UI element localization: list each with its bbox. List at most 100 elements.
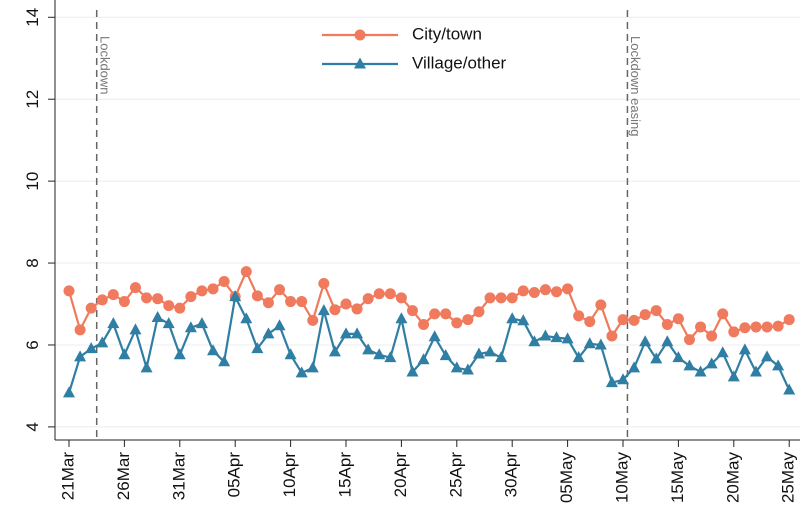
- data-point: [118, 296, 130, 308]
- legend-marker: [354, 57, 366, 69]
- x-tick-label: 20Apr: [391, 452, 410, 498]
- data-point: [506, 312, 519, 324]
- data-point: [184, 321, 197, 333]
- data-point: [74, 324, 86, 336]
- legend-label: Village/other: [412, 53, 507, 72]
- x-tick-label: 05May: [557, 452, 576, 504]
- data-point: [417, 353, 430, 365]
- data-point: [783, 383, 796, 395]
- data-point: [174, 302, 186, 314]
- data-point: [418, 318, 430, 330]
- x-tick-label: 05Apr: [225, 452, 244, 498]
- data-point: [495, 351, 508, 363]
- data-point: [727, 370, 740, 382]
- data-point: [229, 290, 242, 302]
- data-point: [163, 300, 175, 312]
- data-point: [528, 335, 541, 347]
- data-point: [461, 363, 474, 375]
- data-point: [583, 337, 596, 349]
- data-point: [451, 317, 463, 329]
- data-point: [151, 311, 164, 323]
- data-point: [207, 344, 220, 356]
- data-point: [528, 287, 540, 299]
- data-point: [561, 332, 574, 344]
- data-point: [107, 289, 119, 301]
- data-point: [406, 365, 419, 377]
- data-point: [262, 297, 274, 309]
- data-point: [218, 355, 231, 367]
- data-point: [683, 359, 696, 371]
- x-tick-label: 10May: [612, 452, 631, 504]
- data-point: [628, 361, 641, 373]
- data-point: [472, 347, 485, 359]
- data-point: [484, 345, 497, 357]
- data-point: [462, 314, 474, 326]
- y-tick-label: 14: [23, 8, 42, 27]
- data-point: [440, 308, 452, 320]
- data-point: [340, 298, 352, 310]
- data-point: [695, 321, 707, 333]
- y-tick-label: 10: [23, 172, 42, 191]
- data-point: [251, 290, 263, 302]
- data-point: [650, 305, 662, 317]
- data-point: [74, 350, 87, 362]
- data-point: [761, 321, 773, 333]
- data-point: [650, 352, 663, 364]
- data-point: [495, 292, 507, 304]
- data-point: [185, 291, 197, 303]
- data-point: [683, 334, 695, 346]
- data-point: [384, 288, 396, 300]
- data-point: [772, 359, 785, 371]
- data-point: [296, 296, 308, 308]
- x-tick-label: 20May: [723, 452, 742, 504]
- data-point: [749, 365, 762, 377]
- data-point: [672, 351, 685, 363]
- data-point: [606, 330, 618, 342]
- data-point: [340, 327, 352, 339]
- data-point: [317, 304, 330, 316]
- x-tick-label: 10Apr: [280, 452, 299, 498]
- data-point: [573, 310, 585, 322]
- data-point: [307, 314, 319, 326]
- data-point: [351, 303, 363, 315]
- event-label: Lockdown: [97, 36, 112, 95]
- data-point: [661, 318, 673, 330]
- data-point: [617, 373, 629, 385]
- data-point: [617, 314, 629, 326]
- data-point: [96, 336, 109, 348]
- data-point: [373, 288, 385, 300]
- data-point: [429, 308, 441, 320]
- data-point: [639, 335, 652, 347]
- data-point: [595, 299, 607, 311]
- data-point: [273, 319, 286, 331]
- y-tick-label: 4: [23, 422, 42, 431]
- data-point: [761, 350, 774, 362]
- data-point: [406, 305, 418, 317]
- data-point: [517, 314, 530, 326]
- data-point: [439, 349, 452, 361]
- x-tick-label: 26Mar: [114, 452, 133, 501]
- data-point: [284, 348, 297, 360]
- x-tick-label: 31Mar: [169, 452, 188, 501]
- data-point: [484, 292, 496, 304]
- data-point: [85, 302, 97, 314]
- y-tick-label: 12: [23, 90, 42, 109]
- data-point: [739, 322, 751, 334]
- x-tick-label: 21Mar: [58, 452, 77, 501]
- event-label: Lockdown easing: [628, 36, 643, 136]
- data-point: [107, 317, 120, 329]
- data-point: [639, 309, 651, 321]
- data-point: [395, 292, 407, 304]
- data-point: [196, 285, 208, 297]
- data-point: [195, 317, 208, 329]
- data-point: [384, 351, 397, 363]
- data-point: [551, 286, 563, 298]
- data-point: [517, 285, 529, 297]
- x-tick-label: 30Apr: [502, 452, 521, 498]
- data-point: [672, 313, 684, 325]
- data-point: [207, 283, 219, 295]
- legend-label: City/town: [412, 24, 482, 43]
- data-point: [240, 266, 252, 278]
- data-point: [594, 338, 607, 350]
